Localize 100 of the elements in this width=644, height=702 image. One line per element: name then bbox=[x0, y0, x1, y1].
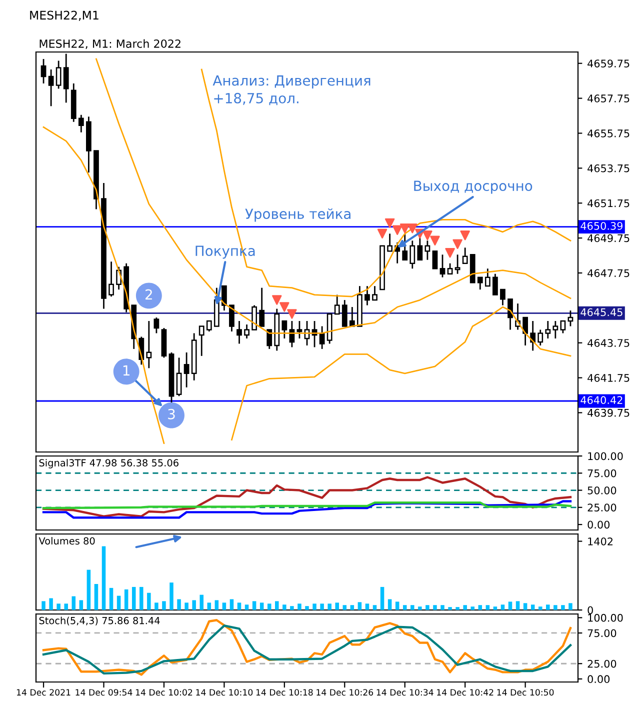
annotation: Анализ: Дивергенция +18,75 дол. bbox=[212, 75, 370, 106]
candlestick bbox=[410, 240, 416, 270]
bar bbox=[523, 603, 528, 610]
candlestick bbox=[364, 285, 370, 306]
candlestick bbox=[266, 329, 272, 350]
point bbox=[452, 239, 462, 249]
candlestick bbox=[440, 254, 446, 278]
ref-line-label: 4650.39 bbox=[580, 222, 623, 230]
candlestick bbox=[206, 320, 212, 332]
bar bbox=[305, 606, 309, 610]
y-tick-label: 4657.75 bbox=[588, 94, 630, 102]
y-tick-label: 25.00 bbox=[588, 504, 616, 512]
y-tick-label: 50.00 bbox=[588, 486, 616, 494]
bar bbox=[86, 570, 91, 610]
y-tick-label: 4659.75 bbox=[588, 60, 630, 68]
x-tick-label: 14 Dec 09:54 bbox=[76, 689, 132, 696]
bar bbox=[440, 605, 444, 610]
y-tick-label: 4647.75 bbox=[588, 269, 630, 278]
bar bbox=[328, 604, 332, 610]
bar bbox=[244, 604, 249, 610]
candlestick bbox=[342, 299, 348, 327]
candlestick bbox=[78, 114, 84, 134]
annotation: 2 bbox=[146, 289, 152, 300]
candlestick bbox=[545, 320, 551, 340]
y-tick-label: 100.00 bbox=[588, 614, 623, 622]
candlestick bbox=[108, 260, 114, 298]
bar bbox=[456, 607, 460, 610]
point bbox=[422, 230, 432, 240]
bar bbox=[561, 605, 565, 610]
chart-title: MESH22, M1: March 2022 bbox=[40, 39, 180, 49]
point bbox=[430, 236, 440, 246]
bar bbox=[267, 604, 272, 610]
candlestick bbox=[492, 273, 498, 296]
bar bbox=[124, 589, 128, 610]
bar bbox=[508, 602, 512, 610]
candlestick bbox=[538, 329, 544, 346]
bar bbox=[538, 606, 542, 610]
candlestick bbox=[296, 320, 302, 340]
bar bbox=[282, 604, 286, 610]
y-tick-label: 4653.75 bbox=[588, 164, 630, 172]
bar bbox=[554, 605, 558, 610]
bar bbox=[116, 596, 121, 610]
annotation: 1 bbox=[123, 365, 130, 376]
y-tick-label: 0.00 bbox=[588, 675, 610, 684]
point bbox=[400, 224, 410, 234]
y-tick-label: 4651.75 bbox=[588, 199, 630, 208]
bar bbox=[214, 600, 219, 610]
candlestick bbox=[319, 326, 325, 350]
candlestick bbox=[40, 58, 46, 84]
bar bbox=[463, 605, 467, 610]
line-series bbox=[42, 500, 572, 519]
candlestick bbox=[229, 304, 234, 332]
candlestick bbox=[484, 268, 490, 287]
bar bbox=[298, 604, 302, 610]
bar bbox=[102, 546, 106, 610]
y-tick-label: 75.00 bbox=[588, 469, 616, 478]
bar bbox=[500, 604, 505, 610]
bar bbox=[470, 606, 474, 610]
bar bbox=[546, 604, 550, 610]
bar bbox=[42, 601, 46, 610]
y-tick-label: 4655.75 bbox=[588, 129, 630, 138]
candlestick bbox=[259, 287, 265, 327]
point bbox=[280, 302, 290, 312]
text: MESH22,M1 bbox=[30, 10, 98, 21]
bar bbox=[372, 605, 377, 610]
bar bbox=[568, 603, 572, 610]
bar bbox=[410, 605, 414, 610]
candlestick bbox=[236, 320, 242, 344]
bar bbox=[530, 604, 535, 610]
candlestick bbox=[176, 356, 182, 397]
annotation: Уровень тейка bbox=[245, 208, 350, 222]
bar bbox=[56, 604, 60, 610]
bar bbox=[154, 602, 158, 610]
bar bbox=[275, 601, 279, 610]
bar bbox=[132, 586, 136, 610]
y-tick-label: 0.00 bbox=[588, 520, 610, 529]
bar bbox=[350, 605, 354, 610]
candlestick bbox=[198, 326, 204, 357]
bar bbox=[200, 594, 204, 610]
candlestick bbox=[56, 60, 62, 90]
bar bbox=[177, 599, 181, 610]
bar bbox=[365, 604, 370, 610]
bar bbox=[358, 602, 362, 610]
candlestick bbox=[560, 320, 566, 334]
candlestick bbox=[154, 316, 160, 334]
bar bbox=[290, 606, 294, 610]
chart-title: Stoch(5,4,3) 75.86 81.44 bbox=[39, 616, 160, 626]
candlestick bbox=[146, 320, 152, 369]
candlestick bbox=[402, 232, 408, 261]
bar bbox=[402, 605, 407, 610]
x-tick-label: 14 Dec 10:26 bbox=[316, 689, 374, 696]
point bbox=[272, 295, 282, 305]
bar bbox=[192, 600, 196, 610]
point bbox=[408, 224, 418, 234]
bar bbox=[426, 605, 430, 610]
candlestick bbox=[334, 294, 340, 315]
candlestick bbox=[424, 240, 430, 261]
candlestick bbox=[372, 285, 378, 301]
y-tick-label: 0 bbox=[588, 606, 593, 614]
bar bbox=[380, 586, 384, 610]
